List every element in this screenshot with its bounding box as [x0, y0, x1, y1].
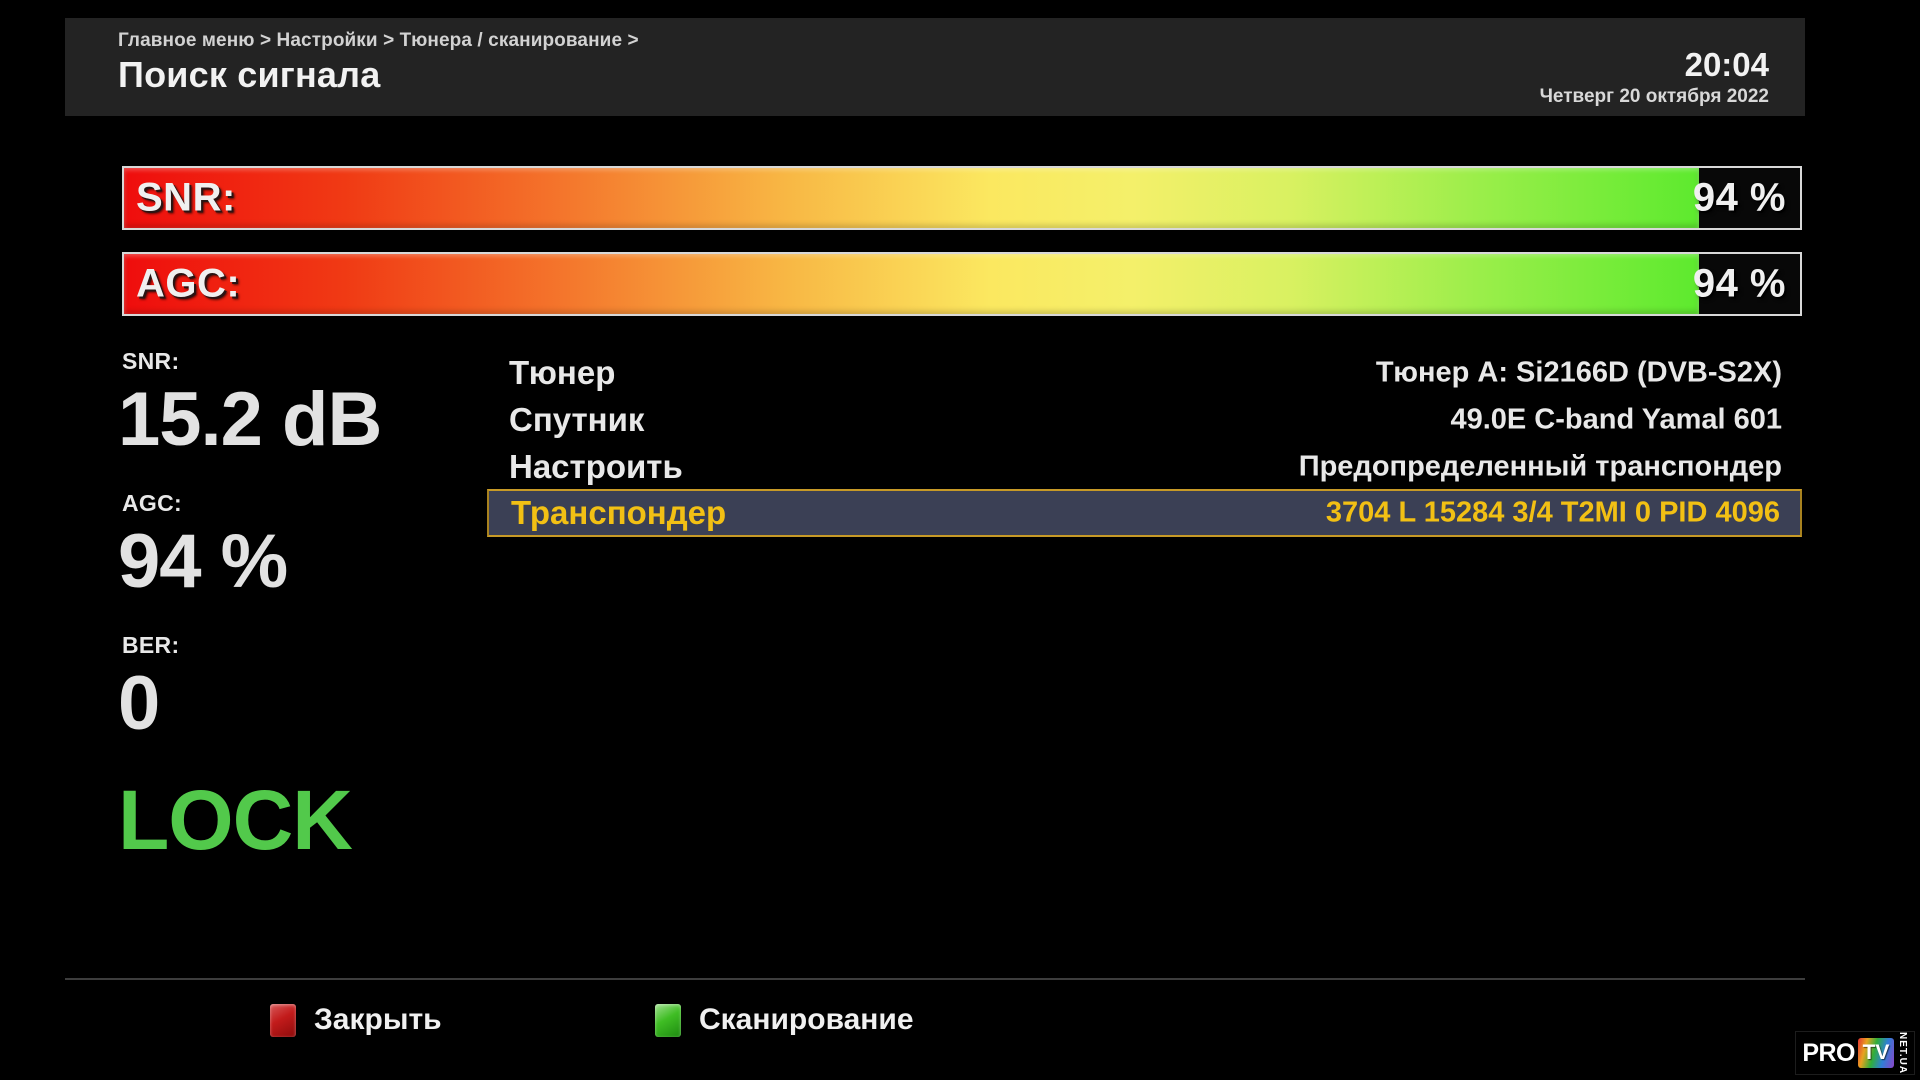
ber-stat-label: BER:	[122, 632, 180, 658]
snr-meter-bar: SNR: 94 %	[122, 166, 1802, 230]
close-button[interactable]: Закрыть	[270, 998, 442, 1042]
close-button-label: Закрыть	[314, 1003, 442, 1036]
green-key-icon	[655, 1003, 681, 1037]
snr-meter-value: 94 %	[1692, 175, 1786, 220]
watermark-pro-text: PRO	[1802, 1038, 1855, 1067]
snr-stat-label: SNR:	[122, 348, 180, 374]
footer-divider	[65, 978, 1805, 980]
watermark-tv-text: TV	[1862, 1041, 1890, 1064]
watermark-net-text: NET.UA	[1897, 1031, 1908, 1075]
watermark-tv-icon: TV	[1858, 1038, 1894, 1068]
setting-row-tuner-label: Тюнер	[509, 354, 616, 391]
agc-stat-label: AGC:	[122, 490, 182, 516]
setting-row-satellite-value: 49.0E C-band Yamal 601	[1450, 403, 1782, 436]
snr-stat-value: 15.2 dB	[118, 377, 382, 462]
scan-button-label: Сканирование	[699, 1003, 914, 1036]
scan-button[interactable]: Сканирование	[655, 998, 914, 1042]
setting-row-transponder-value: 3704 L 15284 3/4 T2MI 0 PID 4096	[1325, 496, 1780, 529]
header-bar: Главное меню > Настройки > Тюнера / скан…	[65, 18, 1805, 116]
ber-stat-value: 0	[118, 661, 160, 746]
protv-watermark: PRO TV NET.UA	[1795, 1031, 1915, 1075]
page-title: Поиск сигнала	[118, 54, 381, 95]
agc-meter-bar: AGC: 94 %	[122, 252, 1802, 316]
lock-status-indicator: LOCK	[118, 773, 353, 867]
agc-meter-value: 94 %	[1692, 261, 1786, 306]
setting-row-satellite[interactable]: Спутник 49.0E C-band Yamal 601	[487, 397, 1802, 443]
setting-row-transponder[interactable]: Транспондер 3704 L 15284 3/4 T2MI 0 PID …	[487, 489, 1802, 537]
setting-row-satellite-label: Спутник	[509, 401, 645, 438]
agc-meter-fill	[124, 254, 1700, 314]
setting-row-configure-label: Настроить	[509, 448, 683, 485]
agc-meter-label: AGC:	[136, 261, 241, 306]
setting-row-configure[interactable]: Настроить Предопределенный транспондер	[487, 444, 1802, 490]
date: Четверг 20 октября 2022	[1539, 86, 1769, 107]
red-key-icon	[270, 1003, 296, 1037]
setting-row-configure-value: Предопределенный транспондер	[1298, 450, 1782, 483]
setting-row-transponder-label: Транспондер	[511, 494, 727, 531]
breadcrumb: Главное меню > Настройки > Тюнера / скан…	[118, 30, 639, 51]
setting-row-tuner-value: Тюнер A: Si2166D (DVB-S2X)	[1375, 356, 1782, 389]
agc-stat-value: 94 %	[118, 519, 288, 604]
snr-meter-label: SNR:	[136, 175, 236, 220]
setting-row-tuner[interactable]: Тюнер Тюнер A: Si2166D (DVB-S2X)	[487, 350, 1802, 396]
snr-meter-fill	[124, 168, 1700, 228]
clock: 20:04	[1684, 46, 1769, 83]
